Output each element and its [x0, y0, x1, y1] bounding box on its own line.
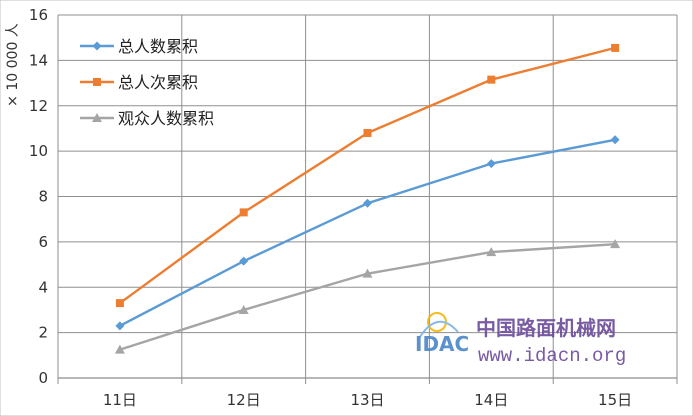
series-2	[115, 43, 620, 308]
x-tick-labels: 11日 12日 13日 14日 15日	[103, 391, 632, 409]
legend-item: 总人次累积	[80, 73, 198, 92]
legend-item: 总人数累积	[80, 37, 198, 56]
data-point	[239, 256, 249, 266]
data-point	[486, 159, 496, 169]
y-tick-label: 14	[29, 51, 48, 69]
data-point	[238, 304, 249, 314]
data-point	[115, 299, 124, 308]
gridlines	[57, 14, 678, 384]
data-point	[239, 208, 248, 217]
y-tick-label: 4	[38, 278, 48, 296]
x-tick-label: 11日	[103, 391, 137, 409]
data-point	[115, 321, 125, 331]
legend-label: 观众人数累积	[118, 109, 214, 128]
logo-arc-icon	[417, 320, 459, 341]
legend-marker	[92, 41, 102, 51]
data-point	[486, 247, 497, 257]
watermark-logo-text: IDAC	[415, 332, 469, 356]
data-point	[114, 344, 125, 354]
y-tick-label: 0	[38, 369, 48, 387]
series-1	[115, 135, 620, 331]
data-point	[363, 128, 372, 137]
y-tick-label: 2	[38, 324, 48, 342]
y-tick-label: 6	[38, 233, 48, 251]
data-point	[487, 75, 496, 84]
watermark-site-name: 中国路面机械网	[476, 316, 616, 340]
data-point	[610, 135, 620, 145]
x-tick-label: 12日	[227, 391, 261, 409]
legend-label: 总人次累积	[118, 73, 198, 92]
legend-marker	[93, 78, 101, 86]
x-tick-label: 14日	[474, 391, 508, 409]
x-tick-label: 15日	[598, 391, 632, 409]
y-axis-label: × 10 000 人	[5, 23, 21, 107]
x-tick-label: 13日	[350, 391, 384, 409]
legend-item: 观众人数累积	[80, 109, 214, 128]
y-tick-labels: 0 2 4 6 8 10 12 14 16	[29, 6, 48, 387]
y-tick-label: 16	[29, 6, 48, 24]
data-point	[611, 43, 620, 52]
series-3	[114, 239, 621, 354]
data-point	[363, 198, 372, 208]
legend-label: 总人数累积	[118, 37, 198, 56]
watermark: IDAC 中国路面机械网 www.idacn.org	[415, 312, 626, 367]
series-group	[114, 43, 621, 354]
data-point	[610, 239, 621, 249]
legend-marker	[92, 113, 102, 122]
watermark-url: www.idacn.org	[478, 345, 626, 367]
y-tick-label: 10	[29, 142, 48, 160]
y-tick-label: 12	[29, 97, 48, 115]
y-tick-label: 8	[38, 188, 48, 206]
data-point	[362, 268, 373, 278]
